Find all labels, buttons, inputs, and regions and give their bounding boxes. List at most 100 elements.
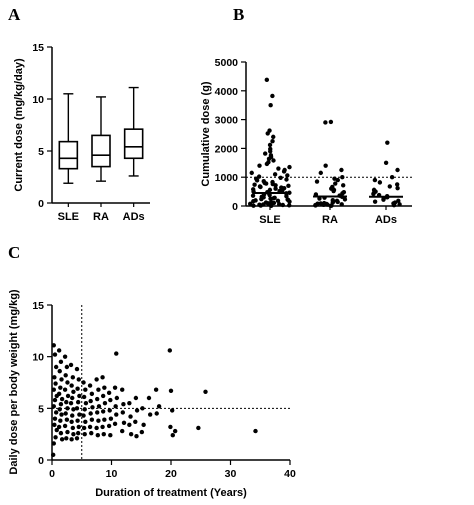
panel-b-point xyxy=(281,169,287,174)
panel-c-point xyxy=(59,437,65,442)
panel-c-point xyxy=(64,364,70,370)
panel-b-point xyxy=(385,140,390,145)
panel-c-point xyxy=(75,386,80,391)
panel-b-category-label: SLE xyxy=(259,214,280,226)
panel-c-x-tick-label: 40 xyxy=(284,468,296,480)
panel-b-point xyxy=(271,200,277,206)
panel-c-point xyxy=(82,407,87,412)
panel-c-point xyxy=(112,421,118,427)
panel-c-point xyxy=(64,417,70,422)
panel-b-point xyxy=(271,196,276,201)
panel-c-point xyxy=(51,387,56,392)
panel-c-point xyxy=(168,424,173,430)
panel-c-point xyxy=(153,387,159,392)
panel-c-point xyxy=(100,424,105,430)
panel-a-y-tick-label: 5 xyxy=(38,146,44,158)
panel-c-point xyxy=(95,433,101,438)
panel-c-point xyxy=(69,383,74,388)
panel-c-point xyxy=(70,375,76,380)
panel-c-point xyxy=(128,431,134,437)
panel-b-point xyxy=(263,181,269,186)
panel-c-point xyxy=(70,395,75,401)
panel-c-point xyxy=(127,400,132,406)
panel-c-point xyxy=(134,434,139,439)
panel-b-point xyxy=(389,175,395,180)
panel-b-point xyxy=(258,184,263,190)
panel-b-point xyxy=(250,193,256,198)
panel-c-point xyxy=(81,425,87,431)
panel-c-point xyxy=(139,429,145,435)
panel-c-point xyxy=(83,419,88,424)
panel-b-point xyxy=(342,197,348,202)
panel-c-point xyxy=(74,366,80,372)
panel-c-point xyxy=(121,420,127,425)
panel-c-point xyxy=(52,416,58,421)
panel-a-category-label: SLE xyxy=(58,211,79,223)
panel-c-point xyxy=(68,400,74,406)
panel-b-point xyxy=(339,202,344,207)
panel-c-point xyxy=(64,436,69,441)
panel-c-point xyxy=(59,377,64,382)
panel-c-point xyxy=(58,385,63,390)
panel-c-point xyxy=(96,418,101,423)
panel-b-point xyxy=(318,170,323,176)
panel-c-point xyxy=(65,429,70,435)
panel-c-point xyxy=(101,431,106,437)
panel-b-point xyxy=(381,197,386,202)
panel-c-point xyxy=(83,400,89,406)
panel-c-point xyxy=(76,424,81,430)
panel-c-point xyxy=(113,404,118,409)
panel-b-point xyxy=(284,194,289,199)
panel-c-point xyxy=(77,393,82,399)
panel-b-y-tick-label: 3000 xyxy=(215,115,239,127)
panel-c-point xyxy=(108,397,113,403)
panel-b-y-tick-label: 5000 xyxy=(215,57,239,69)
panel-c-point xyxy=(57,407,62,412)
panel-b-point xyxy=(286,183,291,189)
panel-b-y-tick-label: 0 xyxy=(232,201,238,213)
panel-b-point xyxy=(268,103,273,108)
panel-c-point xyxy=(167,348,173,353)
panel-c-point xyxy=(203,389,208,394)
panel-c-point xyxy=(95,396,100,402)
panel-b-point xyxy=(270,139,275,144)
panel-b-point xyxy=(287,203,292,208)
panel-c-point xyxy=(134,408,140,413)
panel-b-point xyxy=(265,131,270,136)
panel-b-point xyxy=(335,199,340,205)
panel-c-point xyxy=(58,430,64,436)
panel-c-point xyxy=(53,410,59,415)
panel-c-point xyxy=(64,399,69,405)
panel-a-y-tick-label: 15 xyxy=(32,42,44,54)
panel-c-point xyxy=(62,354,68,359)
panel-c-point xyxy=(59,412,64,417)
panel-c-point xyxy=(70,425,76,431)
panel-b-point xyxy=(323,120,328,125)
panel-b-category-label: ADs xyxy=(375,214,397,226)
panel-c-x-tick-label: 30 xyxy=(225,468,237,480)
panel-b-point xyxy=(273,186,278,191)
panel-b-point xyxy=(268,149,273,154)
panel-b-point xyxy=(247,201,253,207)
panel-c-y-tick-label: 10 xyxy=(32,352,44,364)
panel-c-point xyxy=(52,352,58,357)
panel-c-point xyxy=(59,396,65,402)
panel-c-point xyxy=(53,435,58,440)
panel-b-point xyxy=(372,177,378,183)
panel-c-point xyxy=(51,441,56,446)
panel-b-category-label: RA xyxy=(322,214,338,226)
panel-c-point xyxy=(154,411,159,416)
panel-b-point xyxy=(396,198,401,204)
panel-c-point xyxy=(51,343,56,348)
panel-c-point xyxy=(106,423,112,429)
panel-c-point xyxy=(170,433,175,438)
panel-c-point xyxy=(62,423,68,429)
panel-c-y-tick-label: 5 xyxy=(38,403,44,415)
panel-c-point xyxy=(100,393,106,399)
panel-c-point xyxy=(75,399,81,405)
panel-c-point xyxy=(50,452,56,458)
panel-c-point xyxy=(70,413,75,418)
panel-c-point xyxy=(71,389,76,394)
panel-b-point xyxy=(335,177,340,183)
panel-c-point xyxy=(133,395,139,401)
